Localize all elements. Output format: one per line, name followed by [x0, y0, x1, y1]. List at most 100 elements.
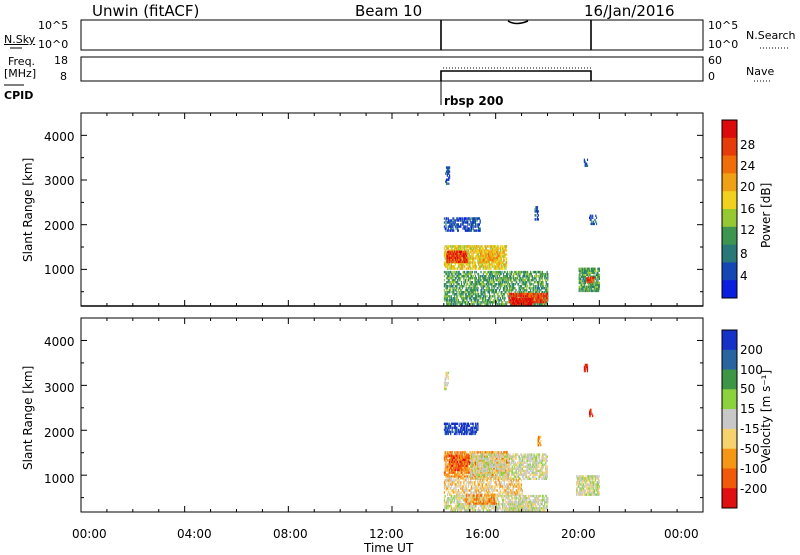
data-cell — [543, 299, 544, 301]
data-cell — [448, 376, 449, 378]
data-cell — [447, 183, 448, 185]
data-cell — [527, 271, 528, 273]
data-cell — [449, 483, 450, 485]
data-cell — [465, 251, 466, 253]
data-cell — [531, 283, 532, 285]
velocity-data-layer — [444, 364, 600, 512]
data-cell — [499, 303, 500, 305]
data-cell — [458, 223, 459, 225]
data-cell — [547, 293, 548, 295]
data-cell — [589, 281, 590, 283]
data-cell — [450, 261, 451, 263]
data-cell — [488, 245, 489, 247]
data-cell — [517, 275, 518, 277]
data-cell — [444, 221, 445, 223]
data-cell — [512, 275, 513, 277]
data-cell — [485, 295, 486, 297]
data-cell — [531, 298, 532, 300]
data-cell — [535, 214, 536, 216]
data-cell — [494, 295, 495, 297]
data-cell — [449, 267, 450, 269]
data-cell — [478, 273, 479, 275]
data-cell — [506, 245, 507, 247]
data-cell — [486, 275, 487, 277]
data-cell — [544, 457, 545, 459]
data-cell — [594, 223, 595, 225]
data-cell — [515, 289, 516, 291]
data-cell — [453, 261, 454, 263]
data-cell — [449, 469, 450, 471]
data-cell — [475, 261, 476, 263]
data-cell — [456, 225, 457, 227]
data-cell — [466, 451, 467, 453]
data-cell — [590, 268, 591, 270]
data-cell — [460, 451, 461, 453]
data-cell — [471, 299, 472, 301]
data-cell — [476, 265, 477, 267]
data-cell — [530, 478, 531, 480]
data-cell — [447, 285, 448, 287]
data-cell — [531, 453, 532, 455]
data-cell — [491, 267, 492, 269]
data-cell — [480, 227, 481, 229]
data-cell — [517, 462, 518, 464]
data-cell — [596, 217, 597, 219]
data-cell — [452, 483, 453, 485]
data-cell — [539, 287, 540, 289]
data-cell — [499, 470, 500, 472]
data-cell — [467, 257, 468, 259]
data-cell — [498, 245, 499, 247]
data-cell — [521, 453, 522, 455]
data-cell — [501, 271, 502, 273]
data-cell — [500, 247, 501, 249]
data-cell — [524, 275, 525, 277]
data-cell — [497, 251, 498, 253]
data-cell — [450, 245, 451, 247]
data-cell — [446, 245, 447, 247]
data-cell — [445, 245, 446, 247]
data-cell — [473, 247, 474, 249]
data-cell — [446, 217, 447, 219]
data-cell — [492, 263, 493, 265]
data-cell — [533, 285, 534, 287]
data-cell — [447, 423, 448, 425]
data-cell — [478, 451, 479, 453]
data-cell — [506, 257, 507, 259]
data-cell — [454, 261, 455, 263]
data-cell — [445, 225, 446, 227]
data-cell — [445, 471, 446, 473]
data-cell — [480, 271, 481, 273]
data-cell — [485, 293, 486, 295]
data-cell — [449, 295, 450, 297]
data-cell — [593, 277, 594, 279]
data-cell — [481, 453, 482, 455]
data-cell — [448, 382, 449, 384]
data-cell — [466, 267, 467, 269]
data-cell — [501, 291, 502, 293]
data-cell — [485, 460, 486, 462]
data-cell — [592, 215, 593, 217]
data-cell — [502, 460, 503, 462]
data-cell — [505, 297, 506, 299]
data-cell — [507, 271, 508, 273]
data-cell — [599, 274, 600, 276]
data-cell — [513, 468, 514, 470]
freq-line — [441, 71, 591, 81]
data-cell — [483, 259, 484, 261]
data-cell — [447, 267, 448, 269]
data-cell — [470, 245, 471, 247]
data-cell — [456, 451, 457, 453]
data-cell — [452, 469, 453, 471]
data-cell — [530, 298, 531, 300]
data-cell — [501, 245, 502, 247]
data-cell — [478, 293, 479, 295]
data-cell — [474, 271, 475, 273]
data-cell — [538, 218, 539, 220]
data-cell — [464, 247, 465, 249]
data-cell — [458, 229, 459, 231]
data-cell — [505, 267, 506, 269]
data-cell — [595, 268, 596, 270]
data-cell — [480, 295, 481, 297]
data-cell — [467, 253, 468, 255]
data-cell — [465, 225, 466, 227]
